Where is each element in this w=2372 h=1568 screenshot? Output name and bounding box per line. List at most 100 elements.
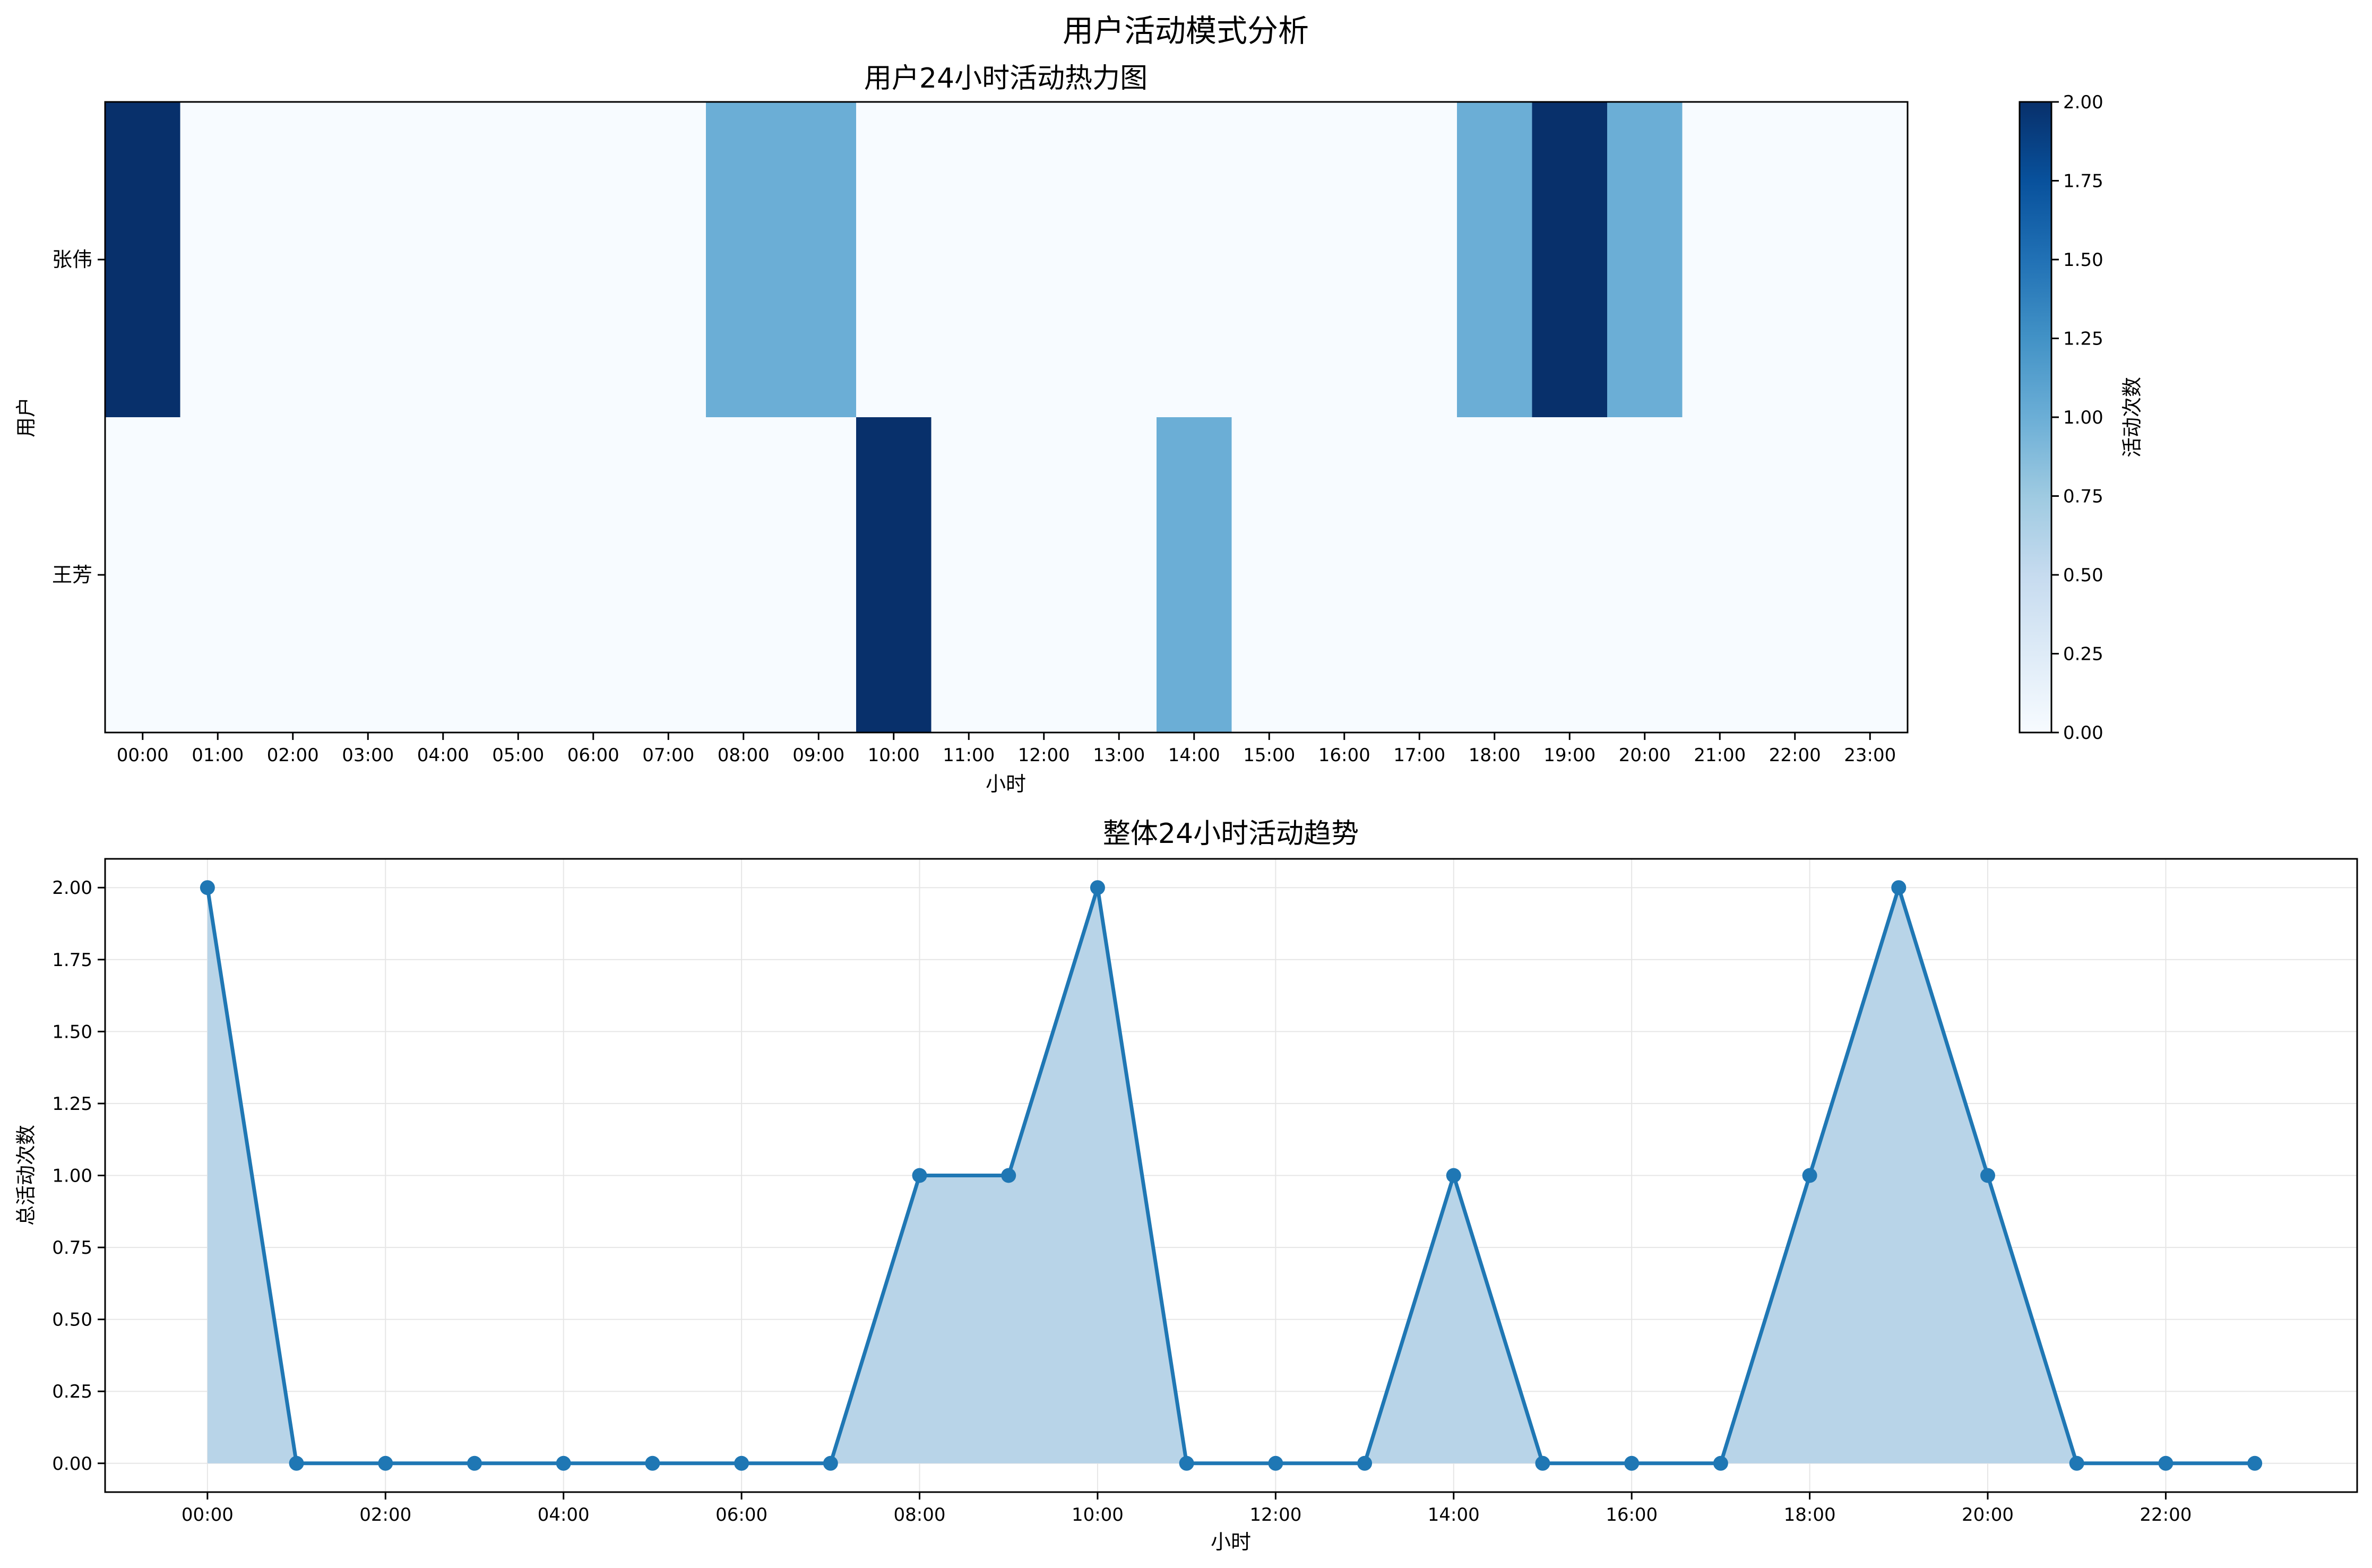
trend-points	[200, 880, 2263, 1471]
x-tick-label: 08:00	[718, 745, 770, 766]
heatmap-cells	[105, 102, 1908, 733]
x-tick-label: 05:00	[492, 745, 544, 766]
x-tick-label: 13:00	[1093, 745, 1145, 766]
data-point	[1624, 1455, 1640, 1471]
heatmap-cell	[1307, 102, 1383, 418]
x-tick-label: 04:00	[538, 1504, 590, 1526]
colorbar-ticks: 0.00 0.25 0.50 0.75 1.00 1.25 1.50 1.75 2.00	[2051, 92, 2103, 744]
data-point	[556, 1455, 571, 1471]
heatmap-cell	[856, 102, 932, 418]
heatmap-cell	[931, 417, 1007, 733]
heatmap-cell	[1081, 417, 1157, 733]
x-tick-label: 06:00	[567, 745, 619, 766]
y-tick-label: 2.00	[52, 877, 92, 899]
trend-x-ticks: 00:00 02:00 04:00 06:00 08:00 10:00 12:00 14:00…	[182, 1492, 2192, 1526]
x-tick-label: 18:00	[1469, 745, 1521, 766]
data-point	[200, 880, 215, 895]
heatmap-cell	[1757, 102, 1833, 418]
y-tick-label: 张伟	[52, 248, 92, 271]
x-tick-label: 23:00	[1844, 745, 1896, 766]
heatmap-cell	[406, 102, 481, 418]
x-tick-label: 04:00	[417, 745, 469, 766]
data-point	[2069, 1455, 2084, 1471]
data-point	[467, 1455, 482, 1471]
x-tick-label: 17:00	[1393, 745, 1445, 766]
heatmap-cell	[480, 417, 556, 733]
heatmap-cell	[556, 102, 632, 418]
trend-area-fill	[207, 888, 2255, 1463]
data-point	[1891, 880, 1907, 895]
colorbar-label: 活动次数	[2120, 377, 2144, 458]
colorbar: 0.00 0.25 0.50 0.75 1.00 1.25 1.50 1.75 2.00 活动次…	[2019, 92, 2144, 744]
x-tick-label: 20:00	[1962, 1504, 2014, 1526]
heatmap-cell	[1006, 417, 1082, 733]
heatmap-cell	[105, 417, 181, 733]
x-tick-label: 06:00	[715, 1504, 767, 1526]
data-point	[1535, 1455, 1550, 1471]
heatmap-cell	[631, 417, 706, 733]
data-point	[289, 1455, 304, 1471]
colorbar-tick-label: 0.00	[2063, 722, 2103, 744]
x-tick-label: 18:00	[1784, 1504, 1836, 1526]
x-tick-label: 00:00	[182, 1504, 234, 1526]
heatmap-cell	[1382, 417, 1457, 733]
heatmap-cell	[1607, 102, 1683, 418]
heatmap-cell	[1457, 417, 1533, 733]
x-tick-label: 15:00	[1243, 745, 1295, 766]
colorbar-tick-label: 1.50	[2063, 249, 2103, 271]
data-point	[1357, 1455, 1373, 1471]
heatmap-cell	[1157, 102, 1232, 418]
x-tick-label: 12:00	[1249, 1504, 1301, 1526]
data-point	[734, 1455, 749, 1471]
data-point	[1090, 880, 1105, 895]
x-tick-label: 12:00	[1018, 745, 1070, 766]
heatmap-cell	[1532, 102, 1608, 418]
heatmap-cell	[706, 417, 782, 733]
x-tick-label: 10:00	[868, 745, 920, 766]
heatmap-cell	[180, 417, 256, 733]
heatmap-cell	[1832, 417, 1908, 733]
heatmap-cell	[1757, 417, 1833, 733]
figure-title: 用户活动模式分析	[1063, 13, 1309, 49]
trend-y-ticks: 0.00 0.25 0.50 0.75 1.00 1.25 1.50 1.75 2.00	[52, 877, 105, 1475]
data-point	[378, 1455, 393, 1471]
heatmap-cell	[781, 417, 857, 733]
x-tick-label: 19:00	[1543, 745, 1595, 766]
data-point	[2158, 1455, 2173, 1471]
trend-y-label: 总活动次数	[14, 1125, 38, 1226]
data-point	[1001, 1168, 1016, 1183]
colorbar-tick-label: 1.00	[2063, 407, 2103, 428]
x-tick-label: 02:00	[359, 1504, 411, 1526]
data-point	[1713, 1455, 1728, 1471]
heatmap-cell	[180, 102, 256, 418]
heatmap-cell	[781, 102, 857, 418]
x-tick-label: 20:00	[1619, 745, 1671, 766]
heatmap-cell	[1307, 417, 1383, 733]
data-point	[1446, 1168, 1461, 1183]
x-tick-label: 14:00	[1168, 745, 1220, 766]
data-point	[823, 1455, 838, 1471]
x-tick-label: 16:00	[1606, 1504, 1658, 1526]
heatmap-chart: 用户24小时活动热力图 00:00 01:00 02:00 03:00 04:00 05:…	[14, 63, 1909, 796]
colorbar-tick-label: 0.75	[2063, 486, 2103, 507]
heatmap-cell	[931, 102, 1007, 418]
y-tick-label: 0.50	[52, 1309, 92, 1331]
x-tick-label: 21:00	[1694, 745, 1746, 766]
trend-x-label: 小时	[1211, 1530, 1251, 1554]
x-tick-label: 16:00	[1318, 745, 1370, 766]
heatmap-x-ticks: 00:00 01:00 02:00 03:00 04:00 05:00 06:00 07:00…	[117, 733, 1896, 766]
x-tick-label: 10:00	[1072, 1504, 1124, 1526]
heatmap-cell	[330, 417, 406, 733]
colorbar-tick-label: 1.25	[2063, 329, 2103, 350]
y-tick-label: 0.25	[52, 1381, 92, 1402]
x-tick-label: 03:00	[342, 745, 394, 766]
heatmap-cell	[1382, 102, 1457, 418]
colorbar-tick-label: 2.00	[2063, 92, 2103, 113]
colorbar-tick-label: 0.50	[2063, 565, 2103, 586]
heatmap-cell	[631, 102, 706, 418]
heatmap-cell	[1081, 102, 1157, 418]
heatmap-cell	[556, 417, 632, 733]
heatmap-cell	[1457, 102, 1533, 418]
